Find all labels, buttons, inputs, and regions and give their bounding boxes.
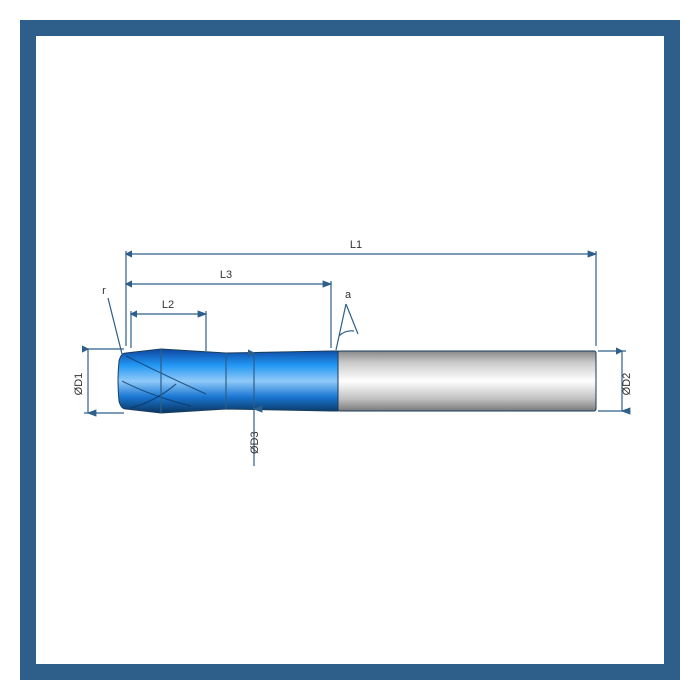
shank [338, 351, 596, 411]
dim-r-label: r [102, 285, 106, 297]
technical-drawing: L1 L3 L2 r a ØD1 ØD3 ØD2 [36, 36, 664, 664]
dim-a-leader1 [336, 304, 346, 350]
dim-a-label: a [345, 289, 352, 301]
dim-L1-label: L1 [350, 239, 362, 251]
dim-L2-label: L2 [162, 299, 174, 311]
dim-L3-label: L3 [220, 269, 232, 281]
dim-a-arc [339, 331, 354, 336]
dim-D2-label: ØD2 [621, 373, 633, 396]
dim-a-leader2 [346, 304, 358, 334]
diagram-frame: L1 L3 L2 r a ØD1 ØD3 ØD2 [20, 20, 680, 680]
dim-D1-label: ØD1 [73, 373, 85, 396]
cutting-section [118, 349, 338, 413]
dim-r-leader [108, 298, 122, 354]
dim-D3-label: ØD3 [249, 431, 261, 454]
